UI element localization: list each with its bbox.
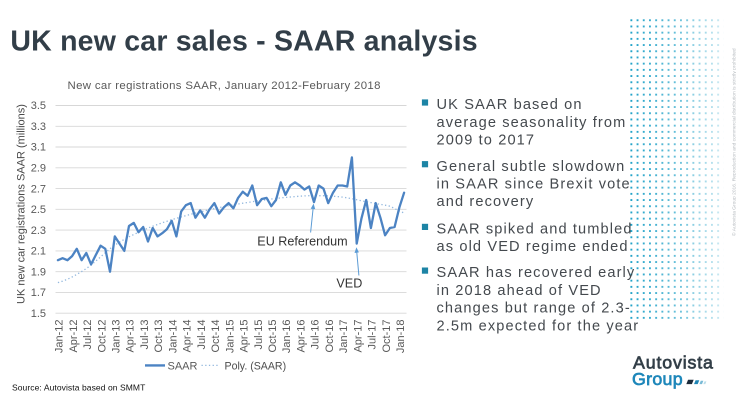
svg-text:in 2018 ahead of VED: in 2018 ahead of VED: [437, 283, 602, 299]
svg-text:2.9: 2.9: [31, 163, 46, 175]
svg-text:SAAR spiked and tumbled: SAAR spiked and tumbled: [437, 222, 633, 238]
svg-text:1.9: 1.9: [31, 266, 46, 278]
svg-text:Jul-15: Jul-15: [253, 320, 265, 350]
svg-text:as old VED regime ended: as old VED regime ended: [437, 239, 629, 255]
svg-text:EU Referendum: EU Referendum: [257, 234, 347, 248]
svg-text:Jan-14: Jan-14: [167, 320, 179, 354]
svg-text:2.3: 2.3: [31, 225, 46, 237]
svg-text:UK new car sales - SAAR analys: UK new car sales - SAAR analysis: [10, 25, 477, 57]
svg-text:Oct-16: Oct-16: [324, 320, 336, 353]
svg-text:2.5m expected for the year: 2.5m expected for the year: [437, 318, 640, 334]
svg-text:2.5: 2.5: [31, 204, 46, 216]
svg-text:Apr-16: Apr-16: [296, 320, 308, 353]
svg-text:VED: VED: [336, 277, 362, 291]
svg-text:UK SAAR based on: UK SAAR based on: [437, 97, 583, 113]
svg-text:Jul-13: Jul-13: [139, 320, 151, 350]
svg-text:New car registrations SAAR, Ja: New car registrations SAAR, January 2012…: [68, 80, 381, 92]
svg-text:1.5: 1.5: [31, 308, 46, 320]
svg-text:3.1: 3.1: [31, 142, 46, 154]
svg-text:Poly. (SAAR): Poly. (SAAR): [225, 361, 287, 373]
svg-text:Jan-13: Jan-13: [111, 320, 123, 354]
svg-text:Jan-15: Jan-15: [224, 320, 236, 354]
svg-text:Apr-15: Apr-15: [239, 320, 251, 353]
svg-text:Oct-13: Oct-13: [153, 320, 165, 353]
svg-text:1.7: 1.7: [31, 287, 46, 299]
svg-text:General subtle slowdown: General subtle slowdown: [437, 159, 626, 175]
svg-text:in SAAR since Brexit vote: in SAAR since Brexit vote: [437, 177, 631, 193]
svg-text:Source: Autovista based on SMM: Source: Autovista based on SMMT: [12, 383, 145, 393]
svg-text:Oct-17: Oct-17: [381, 320, 393, 353]
svg-text:Group: Group: [632, 369, 683, 389]
svg-text:Jan-18: Jan-18: [395, 320, 407, 354]
svg-text:2009 to 2017: 2009 to 2017: [437, 133, 536, 149]
svg-text:UK new car registrations SAAR: UK new car registrations SAAR (millions): [16, 104, 28, 304]
svg-text:Jul-16: Jul-16: [310, 320, 322, 350]
svg-text:Oct-12: Oct-12: [96, 320, 108, 353]
svg-text:changes but range of 2.3-: changes but range of 2.3-: [437, 301, 631, 317]
svg-text:Jan-17: Jan-17: [338, 320, 350, 354]
svg-text:Oct-15: Oct-15: [267, 320, 279, 353]
svg-text:Apr-17: Apr-17: [352, 320, 364, 353]
svg-text:Apr-14: Apr-14: [182, 320, 194, 353]
svg-text:and recovery: and recovery: [437, 194, 535, 210]
svg-text:3.3: 3.3: [31, 121, 46, 133]
svg-text:SAAR: SAAR: [168, 361, 198, 373]
svg-text:Jan-12: Jan-12: [54, 320, 66, 354]
svg-text:3.5: 3.5: [31, 100, 46, 112]
svg-text:SAAR has recovered early: SAAR has recovered early: [437, 265, 636, 281]
svg-text:© Autovista Group 2016. Reprod: © Autovista Group 2016. Reproduction and…: [730, 48, 736, 236]
svg-text:Jul-17: Jul-17: [367, 320, 379, 350]
svg-text:Jan-16: Jan-16: [281, 320, 293, 354]
svg-text:Autovista: Autovista: [633, 353, 714, 373]
svg-text:2.1: 2.1: [31, 246, 46, 258]
svg-text:average seasonality from: average seasonality from: [437, 115, 627, 131]
svg-text:Jul-12: Jul-12: [82, 320, 94, 350]
svg-text:Oct-14: Oct-14: [210, 320, 222, 353]
svg-text:Apr-12: Apr-12: [68, 320, 80, 353]
svg-text:Jul-14: Jul-14: [196, 320, 208, 350]
svg-text:2.7: 2.7: [31, 183, 46, 195]
svg-text:Apr-13: Apr-13: [125, 320, 137, 353]
